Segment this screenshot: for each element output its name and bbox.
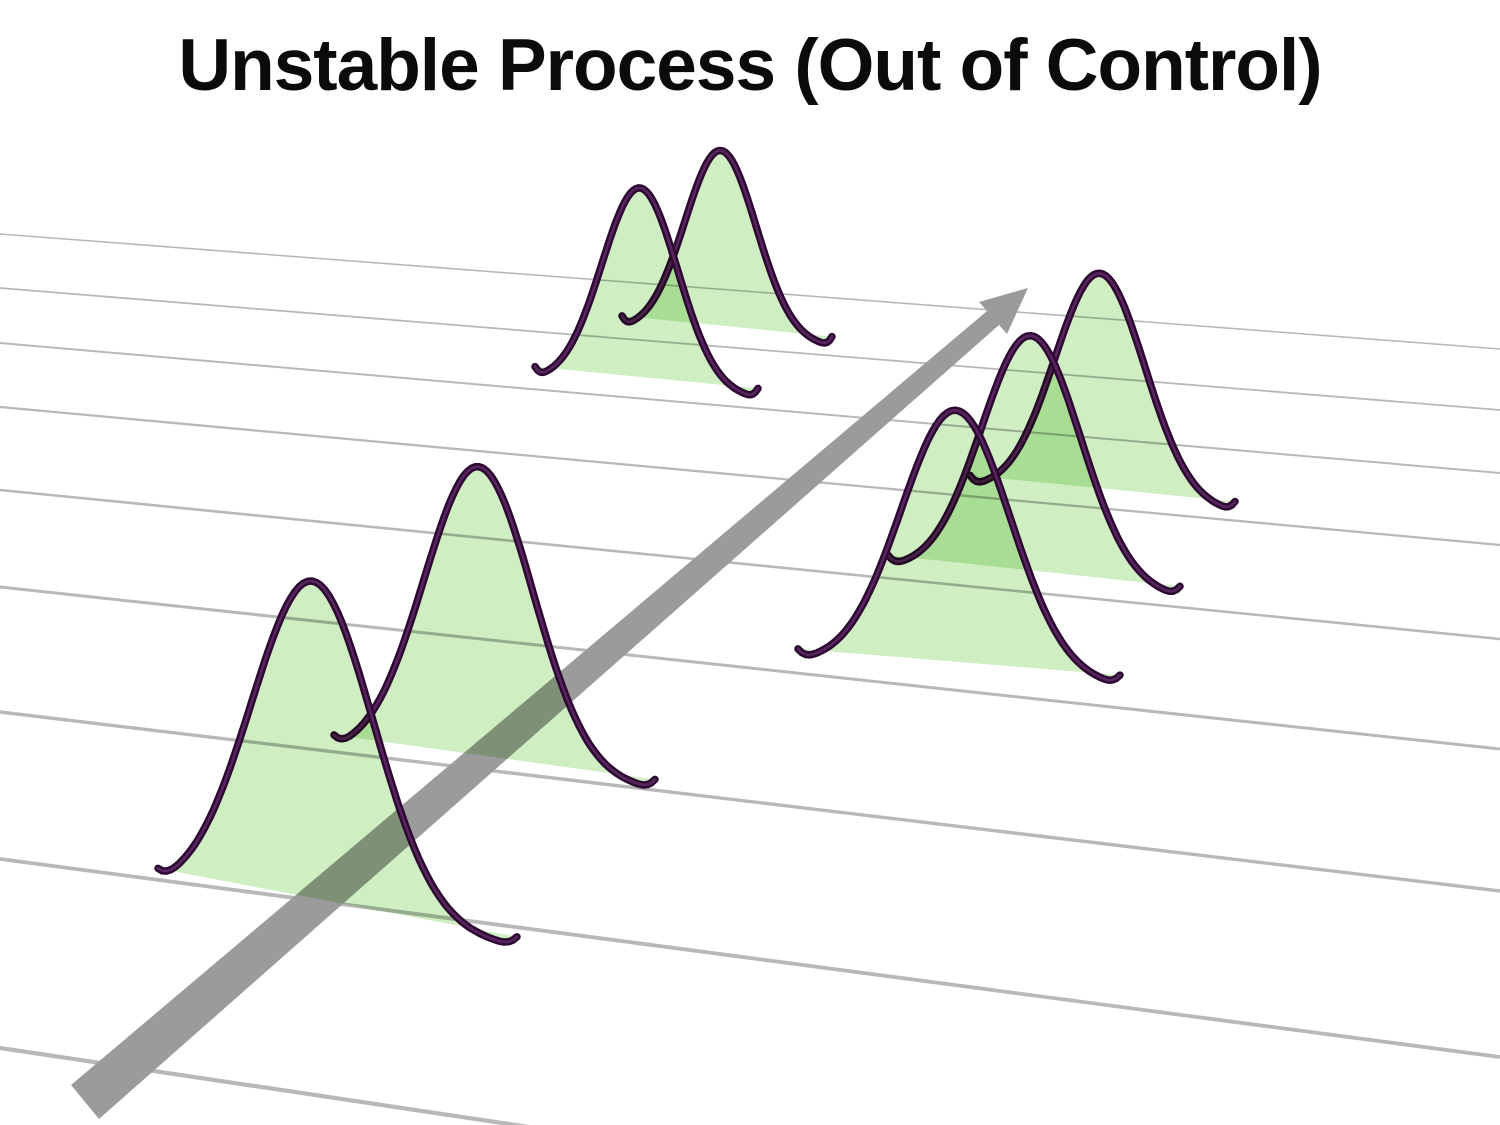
grid-line-6: [0, 585, 1500, 751]
curve-left-front: [154, 577, 521, 946]
curve-middle-front: [531, 184, 762, 399]
grid-line-4: [0, 405, 1500, 547]
grid-line-2: [0, 287, 1500, 411]
grid-line-5: [0, 488, 1500, 641]
grid-line-9: [0, 1045, 530, 1125]
curve-left-back-fill: [334, 466, 655, 785]
curve-left-front-outline-highlight: [156, 579, 519, 944]
curve-left-front-fill: [158, 581, 517, 942]
grid-line-8: [0, 857, 1500, 1059]
bell-curves: [154, 146, 1239, 946]
curve-middle-front-outline-highlight: [533, 186, 760, 397]
curve-left-back-outline-highlight: [332, 465, 657, 787]
grid-line-3: [0, 342, 1500, 474]
curve-right-front: [794, 406, 1124, 684]
curve-right-front-fill: [798, 410, 1120, 681]
curve-left-back: [330, 463, 659, 789]
diagram-title: Unstable Process (Out of Control): [178, 25, 1322, 106]
curve-right-front-outline-highlight: [796, 408, 1122, 682]
